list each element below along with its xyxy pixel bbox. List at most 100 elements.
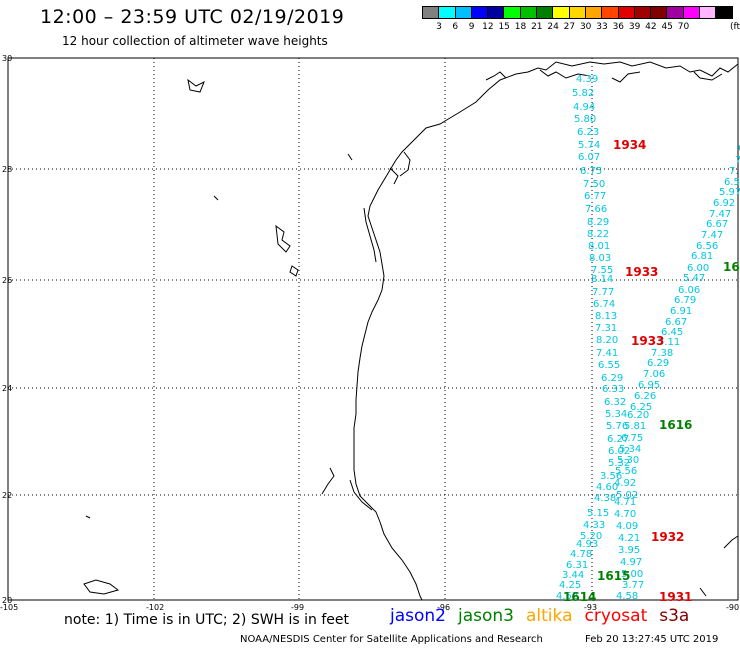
legend-unit: (ft) <box>730 22 740 32</box>
legend-label: 18 <box>514 22 527 32</box>
wave-height-value: 6.67 <box>706 219 728 230</box>
footnote: note: 1) Time is in UTC; 2) SWH is in fe… <box>64 612 350 628</box>
wave-height-value: 7.41 <box>596 348 618 359</box>
longitude-label: -96 <box>437 603 450 612</box>
wave-height-value: 5.15 <box>587 508 609 519</box>
legend-label: 3 <box>436 22 442 32</box>
wave-height-value: 4.93 <box>576 539 598 550</box>
wave-height-value: 7.11 <box>658 337 680 348</box>
legend-label: 70 <box>677 22 690 32</box>
wave-height-value: 5.20 <box>580 531 602 542</box>
wave-height-value: 4.60 <box>596 482 618 493</box>
legend-swatch <box>715 6 733 19</box>
wave-height-value: 6.5 <box>724 177 740 188</box>
wave-height-value: 6.02 <box>608 446 630 457</box>
coastline <box>83 61 739 601</box>
legend-label: 33 <box>596 22 608 32</box>
legend-label: 27 <box>563 22 576 32</box>
map-frame <box>7 57 739 601</box>
wave-height-value: 7.38 <box>651 348 673 359</box>
wave-height-value: 5.76 <box>606 421 628 432</box>
wave-height-value: 5.00 <box>621 569 643 580</box>
wave-height-value: 8.29 <box>587 217 609 228</box>
wave-height-value: 6.29 <box>601 373 623 384</box>
pass-time-label: 1616 <box>723 260 740 274</box>
wave-height-value: 6.95 <box>638 380 660 391</box>
wave-height-value: 6.67 <box>665 317 687 328</box>
legend-label: 42 <box>645 22 657 32</box>
wave-height-value: 7.50 <box>583 179 605 190</box>
legend-label: 30 <box>579 22 592 32</box>
latitude-label: 28 <box>2 165 12 174</box>
wave-height-value: 6.81 <box>691 251 713 262</box>
satellite-name: s3a <box>659 606 690 626</box>
track-b: 5.154.335.204.934.786.313.444.254.52 <box>556 508 609 602</box>
wave-height-value: 6.25 <box>630 402 652 413</box>
wave-height-value: 6.00 <box>687 263 709 274</box>
wave-height-value: 4.39 <box>576 74 598 85</box>
wave-height-value: 6.26 <box>634 391 656 402</box>
wave-height-value: 6.33 <box>602 384 624 395</box>
track-d: 4.704.094.213.954.975.003.774.58 <box>614 509 644 602</box>
pass-time-label: 1615 <box>597 569 630 583</box>
wave-height-value: 6.75 <box>580 166 602 177</box>
wave-height-value: 4.09 <box>616 521 638 532</box>
wave-height-value: 5.34 <box>605 409 627 420</box>
satellite-name: jason3 <box>458 606 514 626</box>
wave-height-value: 4.94 <box>573 102 595 113</box>
wave-height-value: 6.06 <box>678 285 700 296</box>
latitude-label: 22 <box>2 491 12 500</box>
satellite-name: cryosat <box>584 606 648 626</box>
wave-height-value: 5.32 <box>608 458 630 469</box>
wave-height-value: 6.77 <box>584 191 606 202</box>
wave-height-value: 8.20 <box>596 335 618 346</box>
wave-height-value: 5.34 <box>619 444 641 455</box>
wave-height-value: 6.27 <box>607 434 629 445</box>
wave-height-value: 7. <box>729 166 739 177</box>
wave-height-value: 7.47 <box>701 230 723 241</box>
track-a: 4.39 5.82 4.945.80 6.23 5.746.07 6.75 7.506.77… <box>572 74 630 504</box>
wave-height-value: 4.70 <box>614 509 636 520</box>
wave-height-value: 6.56 <box>696 241 718 252</box>
longitude-label: -93 <box>584 603 597 612</box>
legend-label: 21 <box>531 22 543 32</box>
map-title: 12:00 – 23:59 UTC 02/19/2019 <box>40 6 345 28</box>
wave-height-value: 5.97 <box>719 187 740 198</box>
wave-height-value: 6.74 <box>593 299 615 310</box>
wave-height-value: 5.56 <box>615 466 637 477</box>
altimeter-tracks: 4.39 5.82 4.945.80 6.23 5.746.07 6.75 7.506.77… <box>556 74 740 602</box>
latitude-label: 26 <box>2 276 12 285</box>
legend-label: 39 <box>628 22 641 32</box>
legend-label: 24 <box>547 22 559 32</box>
lat-lon-grid <box>8 58 738 600</box>
wave-height-value: 5.74 <box>578 140 600 151</box>
wave-height-value: 6.75 <box>621 433 643 444</box>
wave-height-value: 6.92 <box>713 198 735 209</box>
legend-color-bar <box>422 6 733 19</box>
wave-height-value: 6.55 <box>598 360 620 371</box>
wave-height-value: 8.03 <box>589 253 611 264</box>
wave-height-value: 6.23 <box>577 127 599 138</box>
longitude-label: -99 <box>291 603 304 612</box>
wave-height-value: 7.66 <box>585 204 607 215</box>
wave-height-value: 8.13 <box>595 311 617 322</box>
wave-height-value: 5.81 <box>624 421 646 432</box>
wave-height-value: 4.78 <box>570 549 592 560</box>
wave-height-value: 5.47 <box>683 273 705 284</box>
wave-height-value: 3.56 <box>600 471 622 482</box>
longitude-label: -90 <box>726 603 739 612</box>
wave-height-value: 5.30 <box>617 455 639 466</box>
pass-time-label: 1933 <box>631 334 664 348</box>
pass-time-label: 1932 <box>651 530 684 544</box>
wave-height-value: 6.79 <box>674 295 696 306</box>
wave-height-value: 6.29 <box>647 358 669 369</box>
pass-time-label: 1934 <box>613 138 646 152</box>
wave-height-value: 4.97 <box>620 557 642 568</box>
pass-time-label: 1931 <box>659 590 692 604</box>
longitude-label: -105 <box>0 603 18 612</box>
satellite-name: altika <box>526 606 573 626</box>
wave-height-value: 4.21 <box>618 533 640 544</box>
